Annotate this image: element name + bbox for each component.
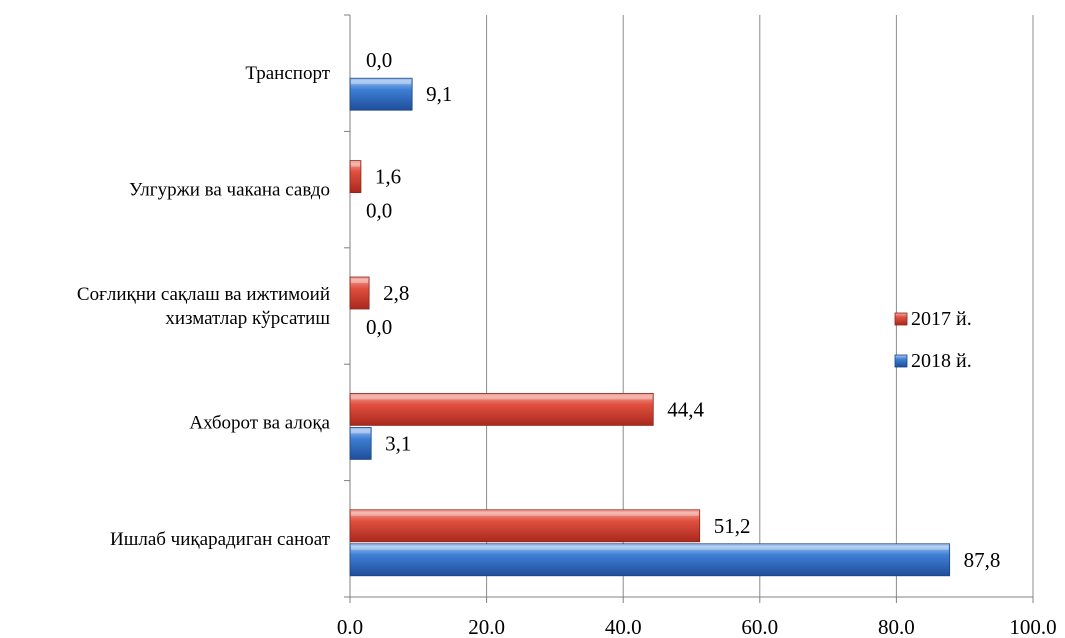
value-label: 51,2	[714, 514, 751, 538]
category-label: Ишлаб чиқарадиган саноат	[110, 529, 331, 550]
x-tick-label: 80.0	[878, 615, 915, 638]
bar-2017	[349, 160, 362, 194]
bar-2018	[349, 543, 951, 577]
value-label: 1,6	[375, 165, 401, 189]
value-label: 0,0	[366, 48, 392, 72]
legend: 2017 й. 2018 й.	[894, 308, 972, 372]
bar-2017	[349, 392, 654, 426]
category-label: Ахборот ва алоқа	[189, 412, 330, 433]
value-label: 0,0	[366, 315, 392, 339]
bar-2018	[349, 77, 413, 111]
value-label: 87,8	[964, 548, 1001, 572]
x-tick-label: 40.0	[605, 615, 642, 638]
bars	[349, 77, 951, 577]
category-label: Улгуржи ва чакана савдо	[129, 180, 330, 201]
legend-label: 2017 й.	[911, 308, 972, 330]
x-tick-label: 0.0	[337, 615, 363, 638]
x-tick-label: 20.0	[468, 615, 505, 638]
legend-swatch-2018	[894, 354, 908, 368]
value-label: 2,8	[383, 281, 409, 305]
legend-label: 2018 й.	[911, 350, 972, 372]
bar-2018	[349, 426, 372, 460]
bar-highlight	[351, 395, 653, 400]
bar-highlight	[351, 511, 699, 516]
bar-highlight	[351, 545, 949, 550]
value-label: 3,1	[385, 431, 411, 455]
bar-highlight	[351, 429, 371, 434]
value-label: 44,4	[667, 397, 704, 421]
gridlines	[486, 15, 1034, 597]
category-label: Соғлиқни сақлаш ва ижтимоий	[77, 284, 330, 305]
bar-highlight	[351, 279, 369, 283]
value-label: 9,1	[426, 82, 452, 106]
bar-highlight	[351, 162, 360, 167]
x-tick-label: 60.0	[741, 615, 778, 638]
legend-swatch-2017	[894, 312, 908, 326]
x-tick-label: 100.0	[1009, 615, 1056, 638]
value-label: 0,0	[366, 199, 392, 223]
category-label: хизматлар кўрсатиш	[165, 308, 330, 329]
bar-highlight	[351, 80, 412, 85]
bar-2017	[349, 276, 370, 310]
bar-2017	[349, 509, 701, 543]
labels: 0.0 20.0 40.0 60.0 80.0 100.0 0,0 9,1 Транспорт 1…	[77, 48, 1057, 638]
category-label: Транспорт	[245, 63, 330, 84]
